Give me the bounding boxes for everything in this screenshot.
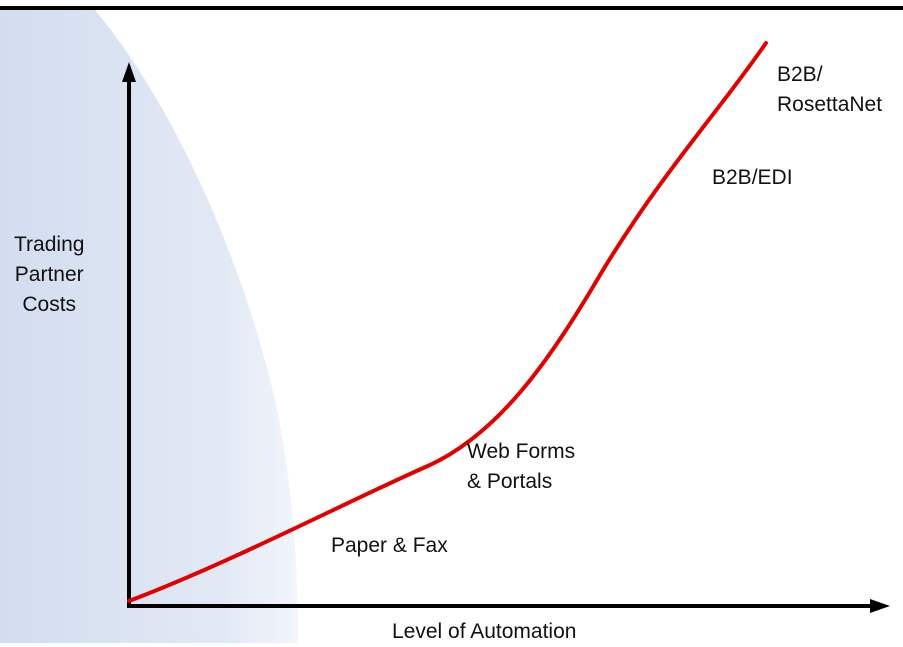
x-axis-label: Level of Automation	[392, 620, 577, 643]
cost-curve	[127, 41, 768, 603]
y-axis-label: Trading Partner Costs	[14, 233, 85, 316]
label-web-forms-portals: Web Forms & Portals	[467, 440, 576, 493]
label-b2b-edi: B2B/EDI	[712, 166, 793, 189]
label-paper-fax: Paper & Fax	[331, 534, 448, 557]
y-axis-arrowhead	[122, 62, 136, 82]
x-axis-arrowhead	[870, 599, 890, 613]
label-b2b-rosettanet: B2B/ RosettaNet	[777, 63, 883, 116]
